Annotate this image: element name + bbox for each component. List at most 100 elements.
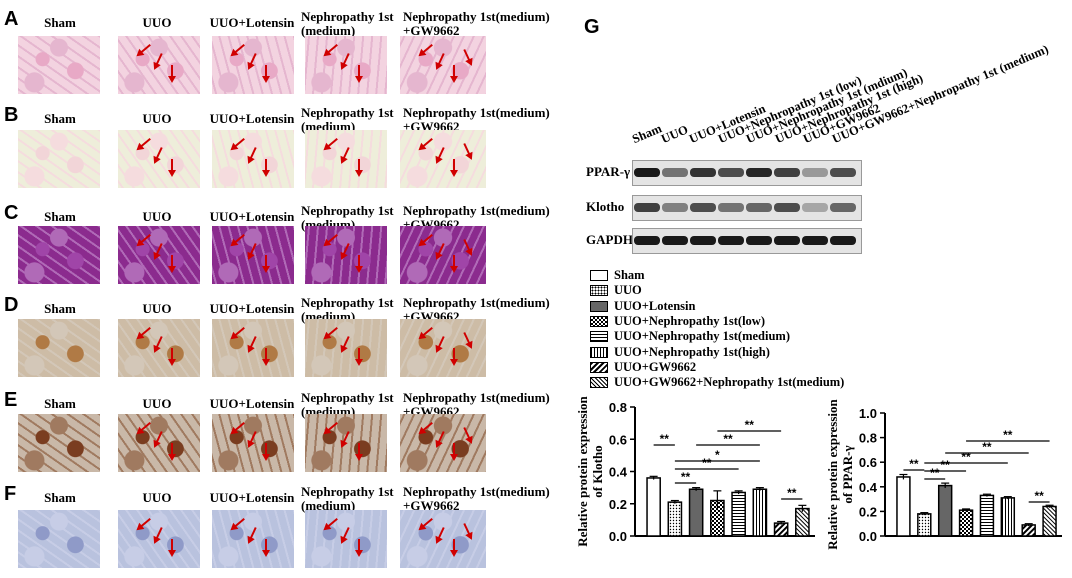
blot-band bbox=[634, 168, 660, 177]
y-tick-label: 0.6 bbox=[609, 432, 627, 447]
legend-label: UUO+GW9662 bbox=[614, 359, 697, 374]
legend-label: UUO+Nephropathy 1st(low) bbox=[614, 313, 765, 328]
blot-band bbox=[830, 168, 856, 177]
column-label: Nephropathy 1st (medium) bbox=[301, 9, 394, 38]
y-tick-label: 0.2 bbox=[859, 504, 877, 519]
blot-band bbox=[746, 168, 772, 177]
column-label: UUO bbox=[142, 209, 172, 224]
panel-label-a: A bbox=[4, 8, 19, 30]
column-label: UUO+Lotensin bbox=[209, 396, 295, 411]
significance-label: ** bbox=[745, 418, 755, 432]
legend-item: UUO+Nephropathy 1st(low) bbox=[590, 313, 765, 328]
y-axis-label: of PPAR-γ bbox=[840, 445, 855, 503]
significance-label: ** bbox=[982, 440, 992, 454]
legend-swatch bbox=[590, 346, 608, 358]
significance-label: ** bbox=[909, 457, 919, 471]
bar bbox=[958, 509, 974, 537]
column-label: UUO+Lotensin bbox=[209, 15, 295, 30]
blot-band bbox=[830, 203, 856, 212]
legend-swatch bbox=[590, 377, 608, 389]
legend-label: UUO+Lotensin bbox=[614, 298, 696, 313]
column-label: UUO+Lotensin bbox=[209, 111, 295, 126]
legend-item: UUO+Nephropathy 1st(high) bbox=[590, 345, 770, 359]
y-tick-label: 0.4 bbox=[609, 465, 628, 480]
significance-label: ** bbox=[681, 470, 691, 484]
column-label: UUO+Lotensin bbox=[209, 301, 295, 316]
blot-band bbox=[634, 236, 660, 245]
blot-band bbox=[830, 236, 856, 245]
significance-label: ** bbox=[1034, 489, 1044, 503]
panel-label-f: F bbox=[4, 483, 17, 505]
bar bbox=[1021, 524, 1036, 537]
blot-band bbox=[774, 168, 800, 177]
column-label: UUO bbox=[142, 15, 172, 30]
y-axis-label: Relative protein expression bbox=[575, 396, 590, 547]
y-tick-label: 0.0 bbox=[859, 529, 877, 544]
legend-item: UUO bbox=[590, 283, 642, 297]
blot-band bbox=[802, 168, 828, 177]
legend-item: UUO+GW9662+Nephropathy 1st(medium) bbox=[590, 375, 845, 390]
column-label: UUO+Lotensin bbox=[209, 209, 295, 224]
blot-band bbox=[774, 236, 800, 245]
blot-band bbox=[690, 203, 716, 212]
panel-label-g: G bbox=[584, 16, 600, 38]
blot-band bbox=[802, 236, 828, 245]
column-label: UUO bbox=[142, 111, 172, 126]
bar bbox=[896, 476, 911, 537]
bar bbox=[752, 488, 768, 537]
legend-item: UUO+Nephropathy 1st(medium) bbox=[590, 329, 790, 343]
bar bbox=[731, 491, 746, 537]
y-tick-label: 0.0 bbox=[609, 529, 627, 544]
blot-band bbox=[774, 203, 800, 212]
micrograph bbox=[18, 510, 100, 568]
legend-label: Sham bbox=[614, 268, 645, 282]
blot-band bbox=[746, 236, 772, 245]
bar bbox=[979, 494, 995, 537]
blot-band bbox=[690, 168, 716, 177]
blot-band bbox=[634, 203, 660, 212]
bar bbox=[917, 513, 932, 537]
y-tick-label: 0.6 bbox=[859, 455, 877, 470]
column-label: Sham bbox=[44, 490, 76, 505]
blot-band bbox=[746, 203, 772, 212]
bar bbox=[1042, 505, 1057, 537]
legend-swatch bbox=[590, 361, 608, 373]
y-axis-label: of Klotho bbox=[590, 445, 605, 497]
blot-label: Klotho bbox=[586, 199, 625, 214]
column-label: Sham bbox=[44, 209, 76, 224]
bar bbox=[667, 501, 683, 537]
y-tick-label: 0.8 bbox=[859, 431, 877, 446]
significance-label: ** bbox=[941, 458, 951, 472]
column-label: Nephropathy 1st(medium) +GW9662 bbox=[403, 484, 550, 513]
bar bbox=[795, 507, 810, 537]
significance-label: ** bbox=[930, 466, 940, 480]
blot-band bbox=[690, 236, 716, 245]
panel-label-d: D bbox=[4, 294, 19, 316]
legend-swatch bbox=[590, 331, 608, 343]
y-tick-label: 0.2 bbox=[609, 497, 627, 512]
legend-swatch bbox=[590, 285, 608, 297]
blot-band bbox=[802, 203, 828, 212]
legend-swatch bbox=[590, 315, 608, 327]
significance-label: ** bbox=[787, 486, 797, 500]
significance-label: ** bbox=[660, 432, 670, 446]
y-tick-label: 1.0 bbox=[859, 406, 877, 421]
column-label: UUO bbox=[142, 301, 172, 316]
legend-item: UUO+GW9662 bbox=[590, 359, 697, 374]
bar bbox=[688, 488, 704, 537]
significance-label: ** bbox=[1003, 428, 1013, 442]
column-label: UUO+Lotensin bbox=[209, 490, 295, 505]
micrograph bbox=[18, 130, 100, 188]
column-label: Sham bbox=[44, 396, 76, 411]
blot-band bbox=[662, 203, 688, 212]
legend-swatch bbox=[590, 300, 608, 312]
legend-item: Sham bbox=[590, 268, 645, 282]
column-label: Sham bbox=[44, 301, 76, 316]
panel-label-c: C bbox=[4, 202, 19, 224]
micrograph bbox=[18, 226, 100, 284]
bar bbox=[1000, 497, 1016, 537]
significance-label: ** bbox=[702, 456, 712, 470]
legend-label: UUO+GW9662+Nephropathy 1st(medium) bbox=[614, 375, 845, 390]
legend-item: UUO+Lotensin bbox=[590, 298, 696, 313]
